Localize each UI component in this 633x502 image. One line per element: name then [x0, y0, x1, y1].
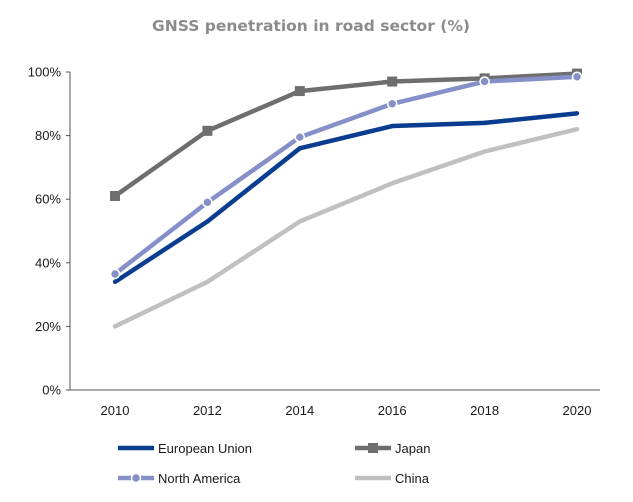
- legend-label: North America: [158, 471, 241, 486]
- series-line-japan: [113, 71, 578, 198]
- series-china: [112, 127, 580, 329]
- legend: European Union Japan North America China: [118, 441, 430, 486]
- data-point-european-union: [297, 146, 302, 151]
- x-tick-label: 2016: [378, 403, 407, 418]
- legend-label: Japan: [395, 441, 430, 456]
- data-point-china: [297, 219, 302, 224]
- data-point-north-america: [202, 197, 213, 208]
- y-tick-label: 80%: [35, 128, 61, 143]
- y-tick-label: 40%: [35, 255, 61, 270]
- series-line-china: [114, 127, 578, 329]
- data-point-china: [112, 324, 118, 329]
- data-point-japan: [294, 86, 305, 97]
- series-line-north-america: [113, 74, 578, 276]
- data-point-japan: [202, 125, 213, 136]
- legend-marker: [130, 472, 142, 484]
- data-point-european-union: [390, 123, 395, 129]
- data-point-china: [390, 181, 395, 186]
- x-tick-label: 2020: [563, 403, 592, 418]
- data-point-china: [205, 279, 210, 285]
- series-north-america: [109, 71, 583, 280]
- data-point-china: [482, 149, 487, 154]
- data-point-european-union: [205, 219, 210, 224]
- x-tick-label: 2014: [285, 403, 314, 418]
- series-layer: [109, 68, 583, 329]
- data-point-european-union: [574, 111, 580, 116]
- data-point-japan: [110, 191, 120, 202]
- data-point-european-union: [482, 120, 487, 126]
- legend-item-japan: Japan: [355, 441, 430, 456]
- series-line-european-union: [113, 111, 578, 284]
- x-tick-label: 2018: [470, 403, 499, 418]
- data-point-japan: [387, 76, 398, 87]
- y-tick-label: 0%: [42, 383, 61, 398]
- legend-item-european-union: European Union: [118, 441, 252, 456]
- legend-item-china: China: [355, 471, 430, 486]
- legend-item-north-america: North America: [118, 471, 241, 486]
- y-tick-label: 60%: [35, 192, 61, 207]
- legend-label: European Union: [158, 441, 252, 456]
- series-japan: [110, 68, 582, 202]
- legend-marker: [368, 443, 378, 453]
- x-tick-label: 2012: [193, 403, 222, 418]
- chart-title: GNSS penetration in road sector (%): [152, 17, 470, 35]
- data-point-north-america: [479, 76, 490, 87]
- data-point-north-america: [571, 71, 583, 83]
- data-point-north-america: [294, 131, 306, 143]
- x-tick-label: 2010: [101, 403, 130, 418]
- series-european-union: [112, 111, 580, 285]
- data-point-north-america: [386, 98, 398, 110]
- y-tick-label: 100%: [28, 65, 62, 80]
- data-point-european-union: [112, 279, 118, 285]
- data-point-china: [574, 127, 580, 132]
- y-tick-label: 20%: [35, 319, 61, 334]
- data-point-north-america: [109, 268, 121, 280]
- legend-label: China: [395, 471, 430, 486]
- axes: 0% 20% 40% 60% 80% 100% 2010 2012 2014 2016 2018 20…: [28, 65, 600, 418]
